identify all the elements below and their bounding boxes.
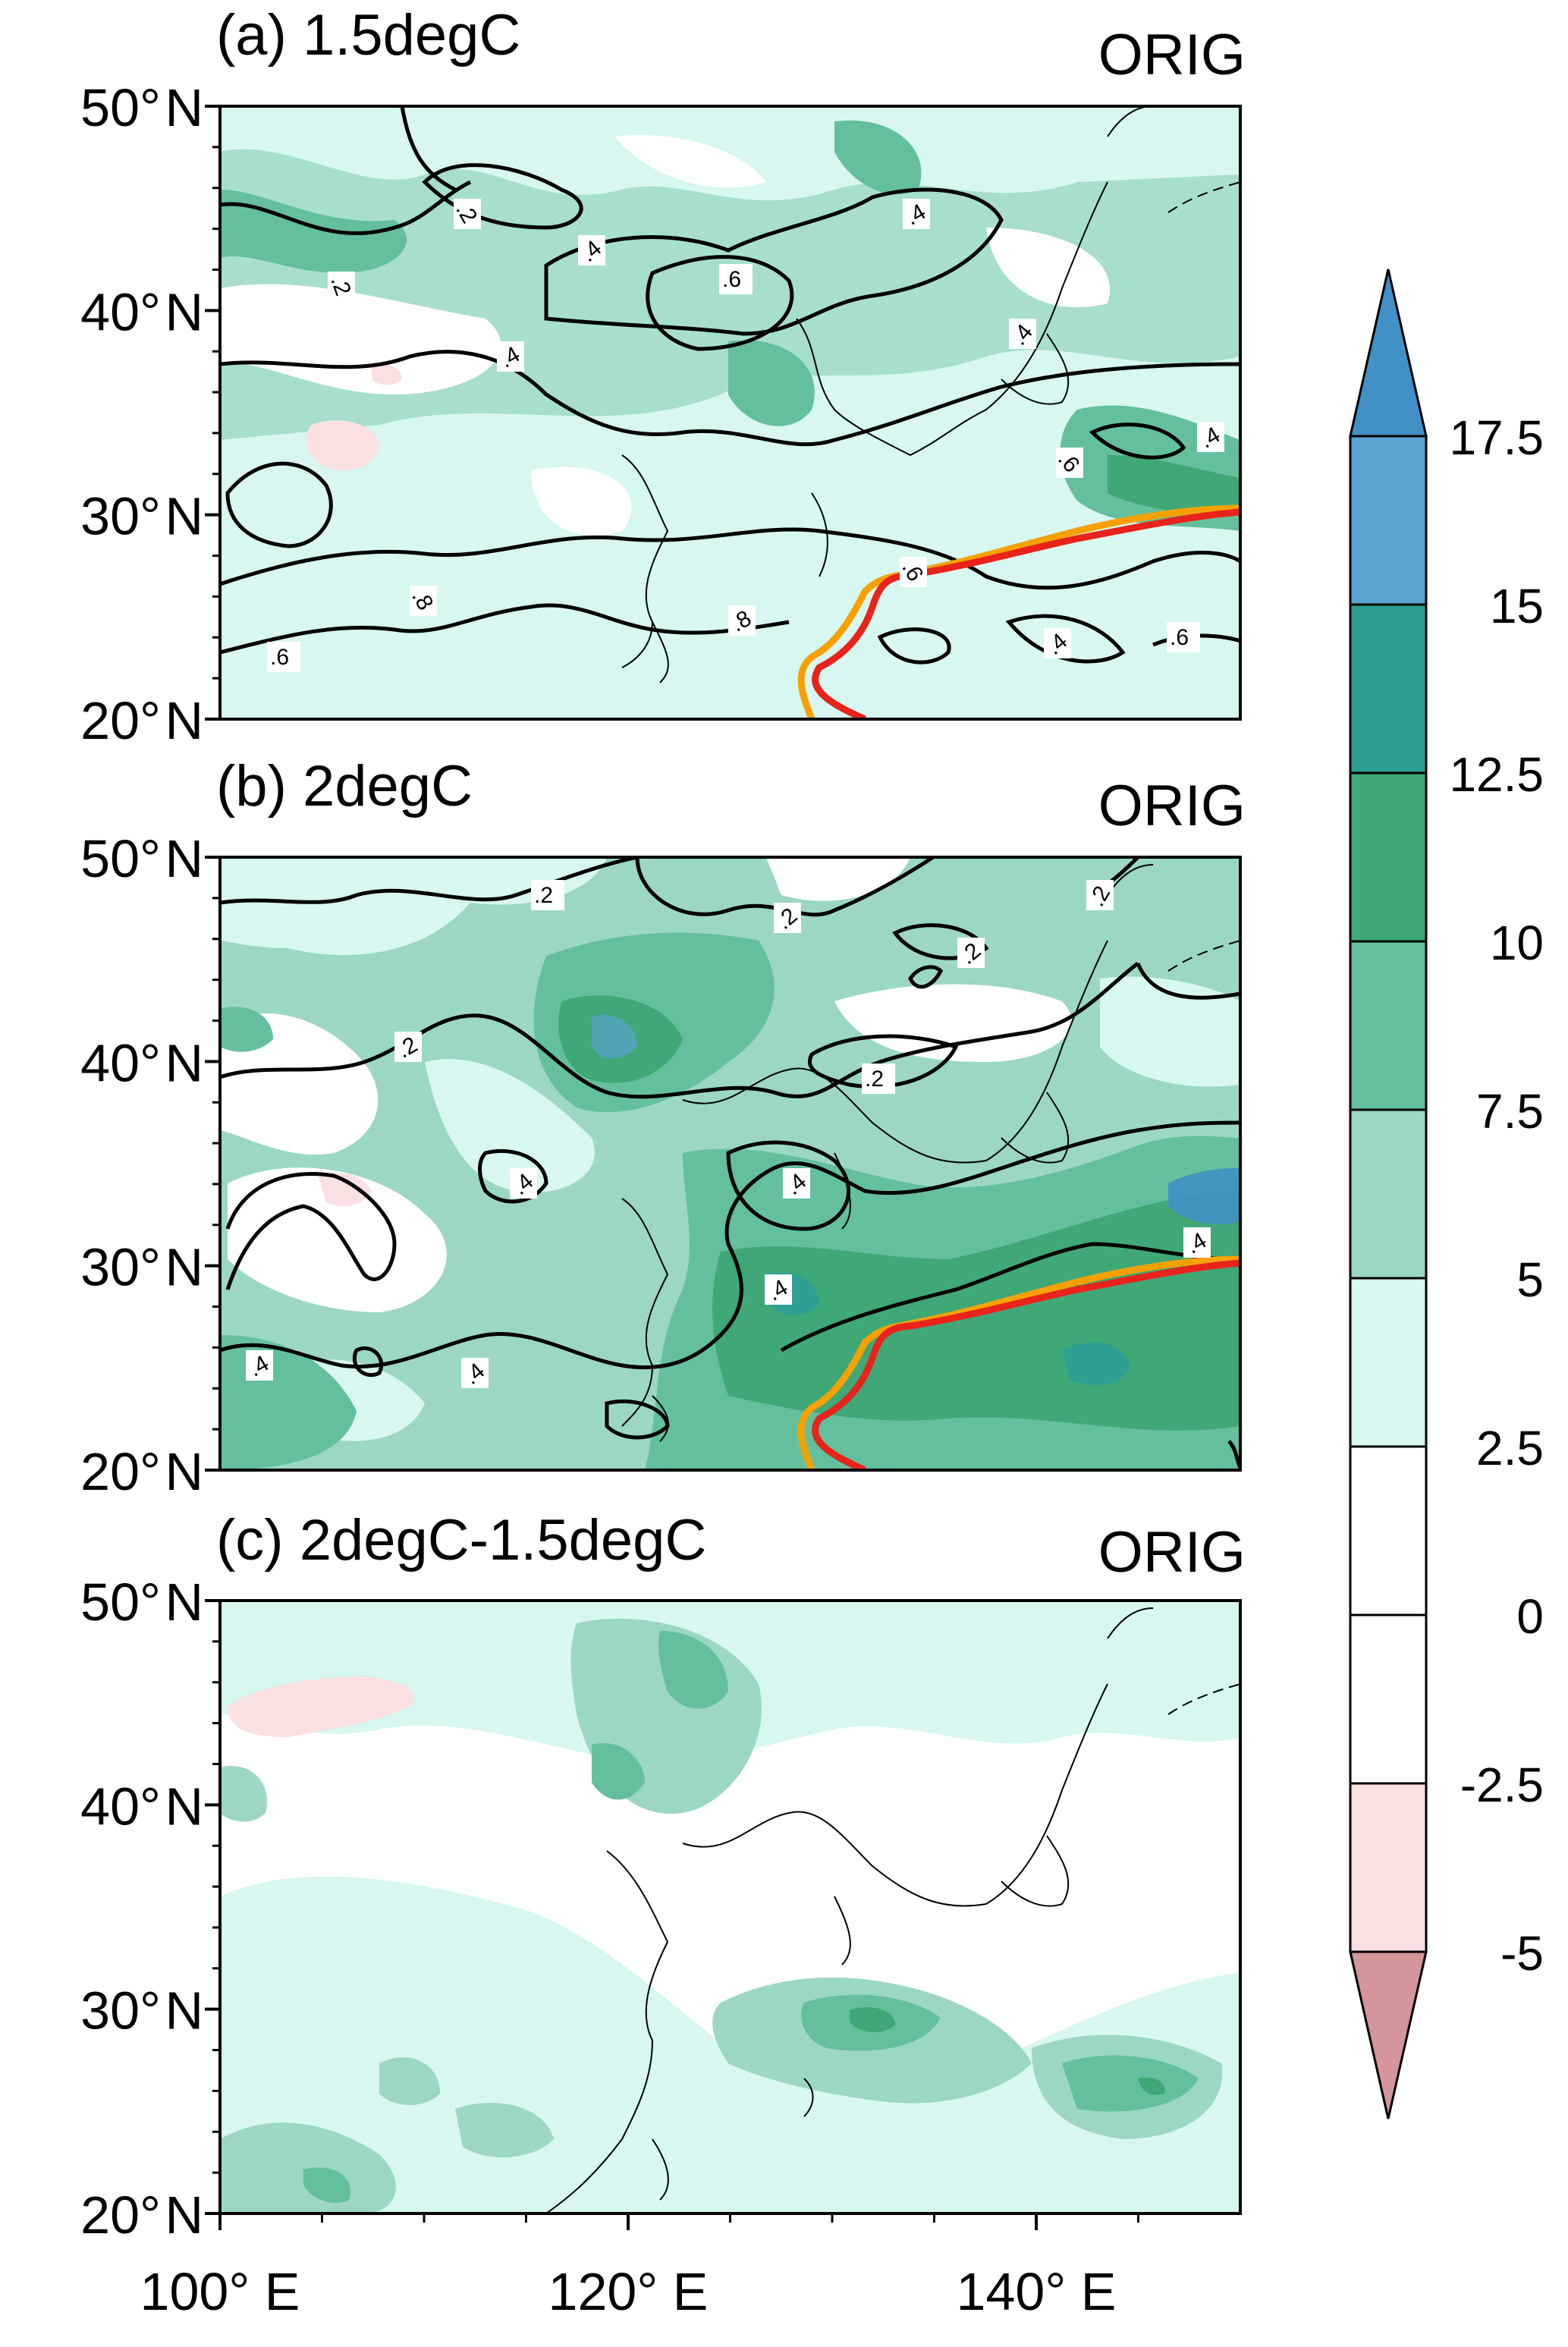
panel-c-tag: ORIG [1098, 1520, 1246, 1585]
panel-a-title: (a) 1.5degC [216, 3, 520, 68]
panel-c-map [220, 1601, 1240, 2213]
contour-label: .6 [1170, 625, 1189, 650]
contour-label: .2 [865, 1067, 884, 1092]
panel-a-tag: ORIG [1098, 23, 1246, 87]
lat-label: 50° [80, 829, 161, 888]
colorbar-top-arrow [1349, 269, 1428, 438]
panel-c-title: (c) 2degC-1.5degC [216, 1508, 706, 1573]
colorbar-label: 2.5 [1476, 1421, 1544, 1475]
axes: 50° N40° N30° N20° N50° N40° N30° N20° N50° N40° N… [80, 78, 1139, 2321]
colorbar-box [1349, 1445, 1428, 1617]
colorbar-label: 5 [1516, 1252, 1544, 1307]
lat-label-suffix: N [165, 829, 203, 888]
lat-label: 40° [80, 1777, 161, 1836]
colorbar-label: -5 [1500, 1926, 1544, 1981]
colorbar-box [1349, 1108, 1428, 1280]
lat-label: 20° [80, 1442, 161, 1501]
colorbar-box [1349, 603, 1428, 774]
colorbar-label: 7.5 [1476, 1084, 1544, 1139]
panel-a: (a) 1.5degC ORIG [216, 3, 1246, 721]
lat-label-suffix: N [165, 691, 203, 750]
colorbar-box [1349, 940, 1428, 1111]
colorbar: 17.5 15 12.5 10 7.5 5 2.5 0 -2.5 -5 [1349, 269, 1544, 2119]
panel-a-frame [218, 105, 1242, 721]
lon-label: 120° E [548, 2262, 709, 2321]
panel-a-contour-labels: .2 .2 .4 .4 .4 .6 .4 .6 .4 .8 .8 .6 .6 .… [267, 199, 1224, 672]
colorbar-label: 12.5 [1449, 747, 1544, 802]
lat-label-suffix: N [165, 1573, 203, 1632]
lat-label-suffix: N [165, 1981, 203, 2041]
lat-label: 50° [80, 78, 161, 137]
lat-label: 30° [80, 1238, 161, 1297]
lat-label-suffix: N [165, 1442, 203, 1501]
lat-label-suffix: N [165, 2185, 203, 2245]
lat-label-suffix: N [165, 282, 203, 341]
contour-label: .6 [270, 645, 289, 670]
colorbar-box [1349, 435, 1428, 606]
colorbar-label: 0 [1516, 1589, 1544, 1644]
colorbar-bottom-arrow [1349, 1950, 1428, 2119]
lat-label-suffix: N [165, 1238, 203, 1297]
lon-label: 100° E [140, 2262, 300, 2321]
contour-label: .2 [534, 883, 553, 908]
colorbar-box [1349, 1277, 1428, 1448]
lat-label: 40° [80, 1033, 161, 1092]
colorbar-label: 10 [1490, 916, 1544, 970]
colorbar-box [1349, 1613, 1428, 1785]
lat-label: 30° [80, 1981, 161, 2041]
lat-label-suffix: N [165, 1777, 203, 1836]
lat-label: 20° [80, 2185, 161, 2245]
colorbar-box [1349, 1782, 1428, 1953]
colorbar-label: 17.5 [1449, 410, 1544, 465]
panel-c: (c) 2degC-1.5degC ORIG [216, 1508, 1246, 2215]
panel-b: (b) 2degC ORIG [216, 754, 1246, 1472]
lat-label: 50° [80, 1573, 161, 1632]
panel-b-contour-labels: .2 .2 .2 .2 .2 .2 .4 .4 .4 .4 .4 .4 [244, 880, 1211, 1390]
lat-label: 20° [80, 691, 161, 750]
lat-label: 30° [80, 487, 161, 546]
colorbar-label: 15 [1490, 579, 1544, 633]
lat-label-suffix: N [165, 1033, 203, 1092]
contour-label: .6 [722, 267, 741, 292]
panel-b-tag: ORIG [1098, 774, 1246, 838]
lat-label-suffix: N [165, 487, 203, 546]
lat-label: 40° [80, 282, 161, 341]
panel-a-map: .2 .2 .4 .4 .4 .6 .4 .6 .4 .8 .8 .6 .6 .… [220, 106, 1240, 719]
colorbar-box [1349, 771, 1428, 943]
lon-label: 140° E [957, 2262, 1117, 2321]
panel-b-map: .2 .2 .2 .2 .2 .2 .4 .4 .4 .4 .4 .4 [220, 857, 1240, 1470]
panel-b-frame [218, 856, 1242, 1472]
lat-label-suffix: N [165, 78, 203, 137]
panel-b-title: (b) 2degC [216, 754, 473, 818]
colorbar-label: -2.5 [1460, 1758, 1544, 1812]
